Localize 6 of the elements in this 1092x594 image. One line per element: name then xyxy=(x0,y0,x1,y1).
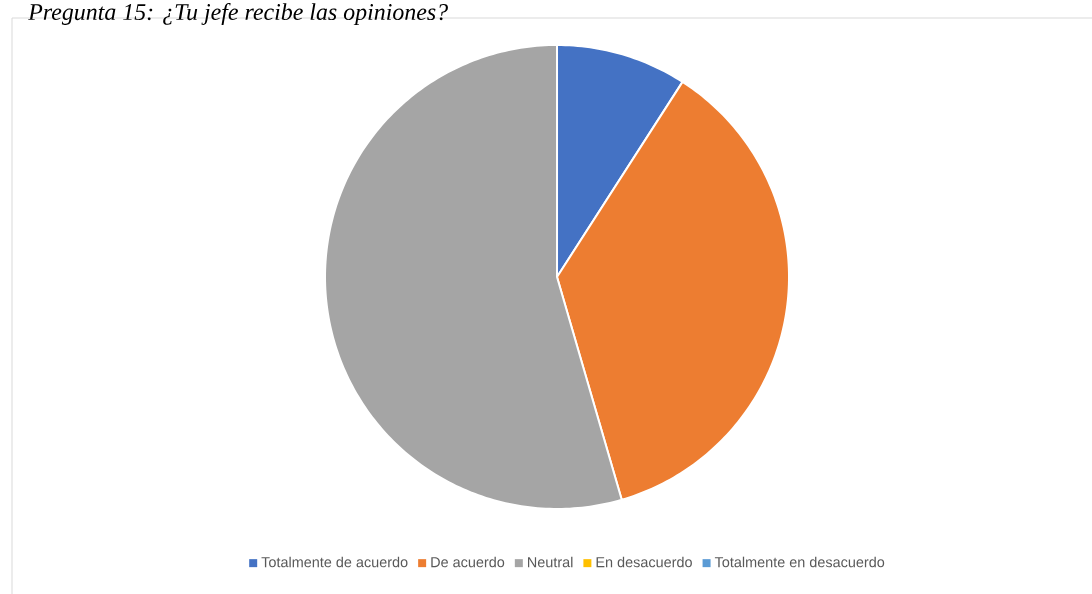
chart-title: Pregunta 15: ¿Tu jefe recibe las opiniones? xyxy=(28,3,448,25)
legend-label: Totalmente en desacuerdo xyxy=(714,556,885,568)
legend-label: De acuerdo xyxy=(431,556,505,568)
legend-label: En desacuerdo xyxy=(596,556,692,568)
legend-label: Totalmente de acuerdo xyxy=(261,556,408,568)
legend-label: Neutral xyxy=(528,556,573,568)
